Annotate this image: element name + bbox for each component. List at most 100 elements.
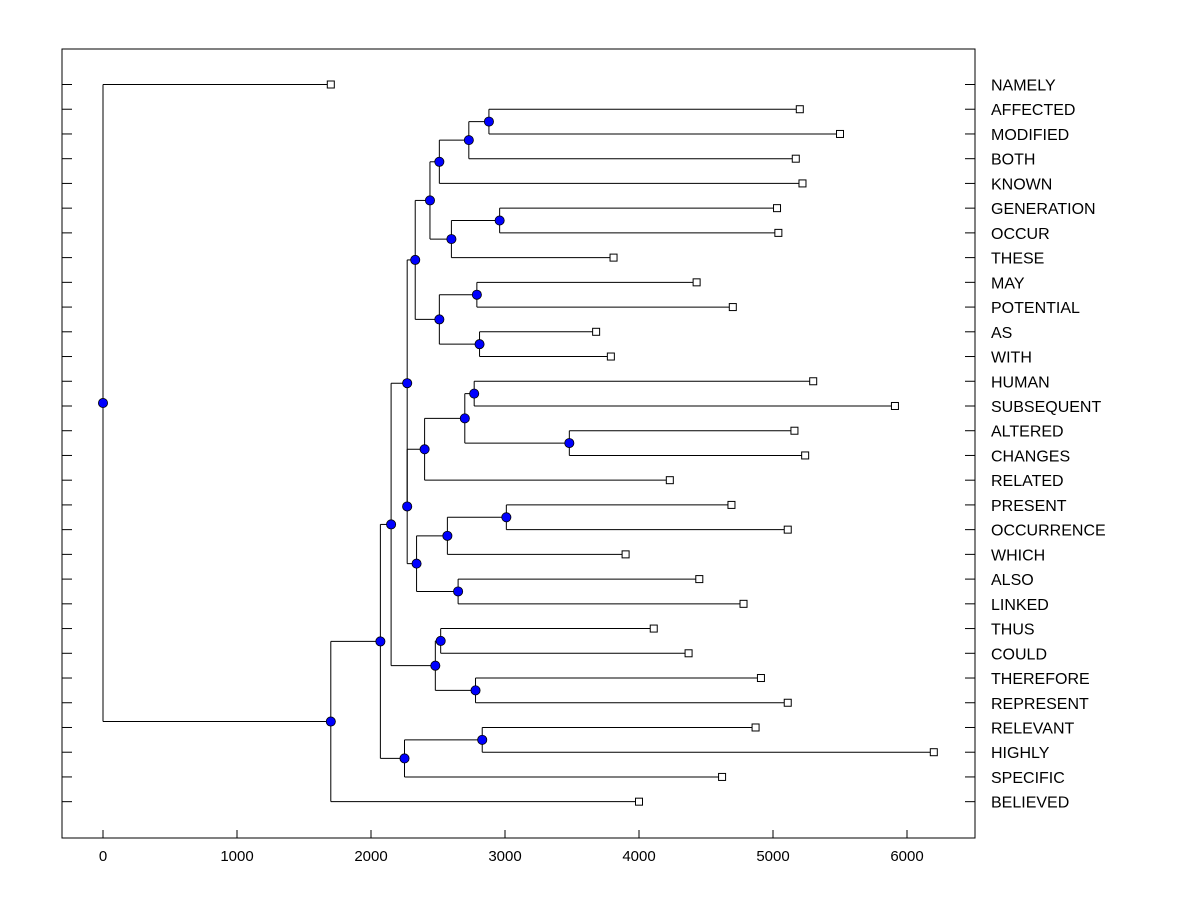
plot-frame <box>61 48 976 839</box>
x-tick-label: 4000 <box>622 848 655 865</box>
leaf-marker <box>326 80 335 89</box>
leaf-marker <box>609 253 618 262</box>
leaf-label: NAMELY <box>991 78 1056 95</box>
leaf-marker <box>592 327 601 336</box>
leaf-label: REPRESENT <box>991 696 1089 713</box>
leaf-label: OCCUR <box>991 226 1050 243</box>
leaf-label: POTENTIAL <box>991 300 1080 317</box>
leaf-label: GENERATION <box>991 201 1096 218</box>
merge-node <box>386 519 397 530</box>
leaf-ticks <box>62 84 975 803</box>
merge-node <box>442 530 453 541</box>
leaf-label: LINKED <box>991 597 1049 614</box>
leaf-label: MAY <box>991 275 1025 292</box>
leaf-label: HIGHLY <box>991 745 1050 762</box>
leaf-marker <box>790 426 799 435</box>
leaf-label: BELIEVED <box>991 795 1069 812</box>
leaf-label: RELEVANT <box>991 720 1075 737</box>
leaf-marker <box>929 748 938 757</box>
leaf-marker <box>695 575 704 584</box>
leaf-marker <box>692 278 701 287</box>
merge-node <box>402 501 413 512</box>
leaf-labels: NAMELY AFFECTED MODIFIED BOTH KNOWN GENERATIO… <box>991 78 1106 812</box>
leaf-label: AS <box>991 325 1012 342</box>
leaf-marker <box>728 303 737 312</box>
merge-node <box>469 388 480 399</box>
x-tick-label: 5000 <box>756 848 789 865</box>
x-axis: 0 1000 2000 3000 4000 5000 6000 <box>99 830 924 865</box>
merge-node <box>471 289 482 300</box>
leaf-marker <box>751 723 760 732</box>
leaf-marker <box>649 624 658 633</box>
leaf-label: PRESENT <box>991 498 1067 515</box>
leaf-marker <box>684 649 693 658</box>
leaf-label: BOTH <box>991 152 1035 169</box>
dendrogram-links <box>102 84 934 803</box>
leaf-label: WHICH <box>991 547 1045 564</box>
merge-node <box>435 635 446 646</box>
leaf-label: HUMAN <box>991 374 1050 391</box>
leaf-label: OCCURRENCE <box>991 523 1106 540</box>
merge-node <box>424 195 435 206</box>
merge-node <box>434 156 445 167</box>
leaf-label: THEREFORE <box>991 671 1090 688</box>
merge-node <box>483 116 494 127</box>
leaf-label: MODIFIED <box>991 127 1069 144</box>
merge-node <box>410 254 421 265</box>
x-tick-label: 0 <box>99 848 107 865</box>
merge-node <box>375 636 386 647</box>
merge-node <box>399 753 410 764</box>
leaf-marker <box>801 451 810 460</box>
leaf-marker <box>718 772 727 781</box>
leaf-label: SUBSEQUENT <box>991 399 1101 416</box>
leaf-marker <box>791 154 800 163</box>
merge-node <box>564 438 575 449</box>
leaf-marker <box>795 105 804 114</box>
leaf-marker <box>621 550 630 559</box>
leaf-markers <box>326 80 938 806</box>
x-tick-label: 3000 <box>488 848 521 865</box>
x-tick-label: 6000 <box>890 848 923 865</box>
leaf-label: COULD <box>991 646 1047 663</box>
leaf-label: CHANGES <box>991 448 1070 465</box>
leaf-marker <box>809 377 818 386</box>
merge-node <box>411 558 422 569</box>
leaf-marker <box>798 179 807 188</box>
leaf-label: ALSO <box>991 572 1034 589</box>
leaf-label: ALTERED <box>991 424 1064 441</box>
leaf-label: THESE <box>991 251 1044 268</box>
merge-node <box>501 512 512 523</box>
leaf-marker <box>756 674 765 683</box>
merge-node <box>402 378 413 389</box>
leaf-marker <box>890 401 899 410</box>
merge-node <box>494 215 505 226</box>
leaf-marker <box>783 525 792 534</box>
merge-node <box>430 660 441 671</box>
leaf-label: RELATED <box>991 473 1064 490</box>
merge-node <box>434 314 445 325</box>
merge-node <box>325 716 336 727</box>
x-tick-label: 1000 <box>220 848 253 865</box>
merge-node <box>419 444 430 455</box>
leaf-marker <box>606 352 615 361</box>
leaf-label: THUS <box>991 622 1035 639</box>
leaf-label: KNOWN <box>991 176 1052 193</box>
leaf-marker <box>774 228 783 237</box>
leaf-marker <box>727 500 736 509</box>
leaf-marker <box>635 797 643 806</box>
x-tick-label: 2000 <box>354 848 387 865</box>
leaf-label: AFFECTED <box>991 102 1075 119</box>
leaf-marker <box>836 129 844 138</box>
leaf-marker <box>783 698 792 707</box>
merge-node <box>453 586 464 597</box>
merge-node <box>470 685 481 696</box>
merge-node <box>474 339 485 350</box>
leaf-marker <box>773 204 782 213</box>
leaf-marker <box>739 599 748 608</box>
leaf-label: WITH <box>991 350 1032 367</box>
merge-node <box>446 234 457 245</box>
merge-node <box>98 398 109 409</box>
leaf-marker <box>665 476 674 485</box>
leaf-label: SPECIFIC <box>991 770 1065 787</box>
